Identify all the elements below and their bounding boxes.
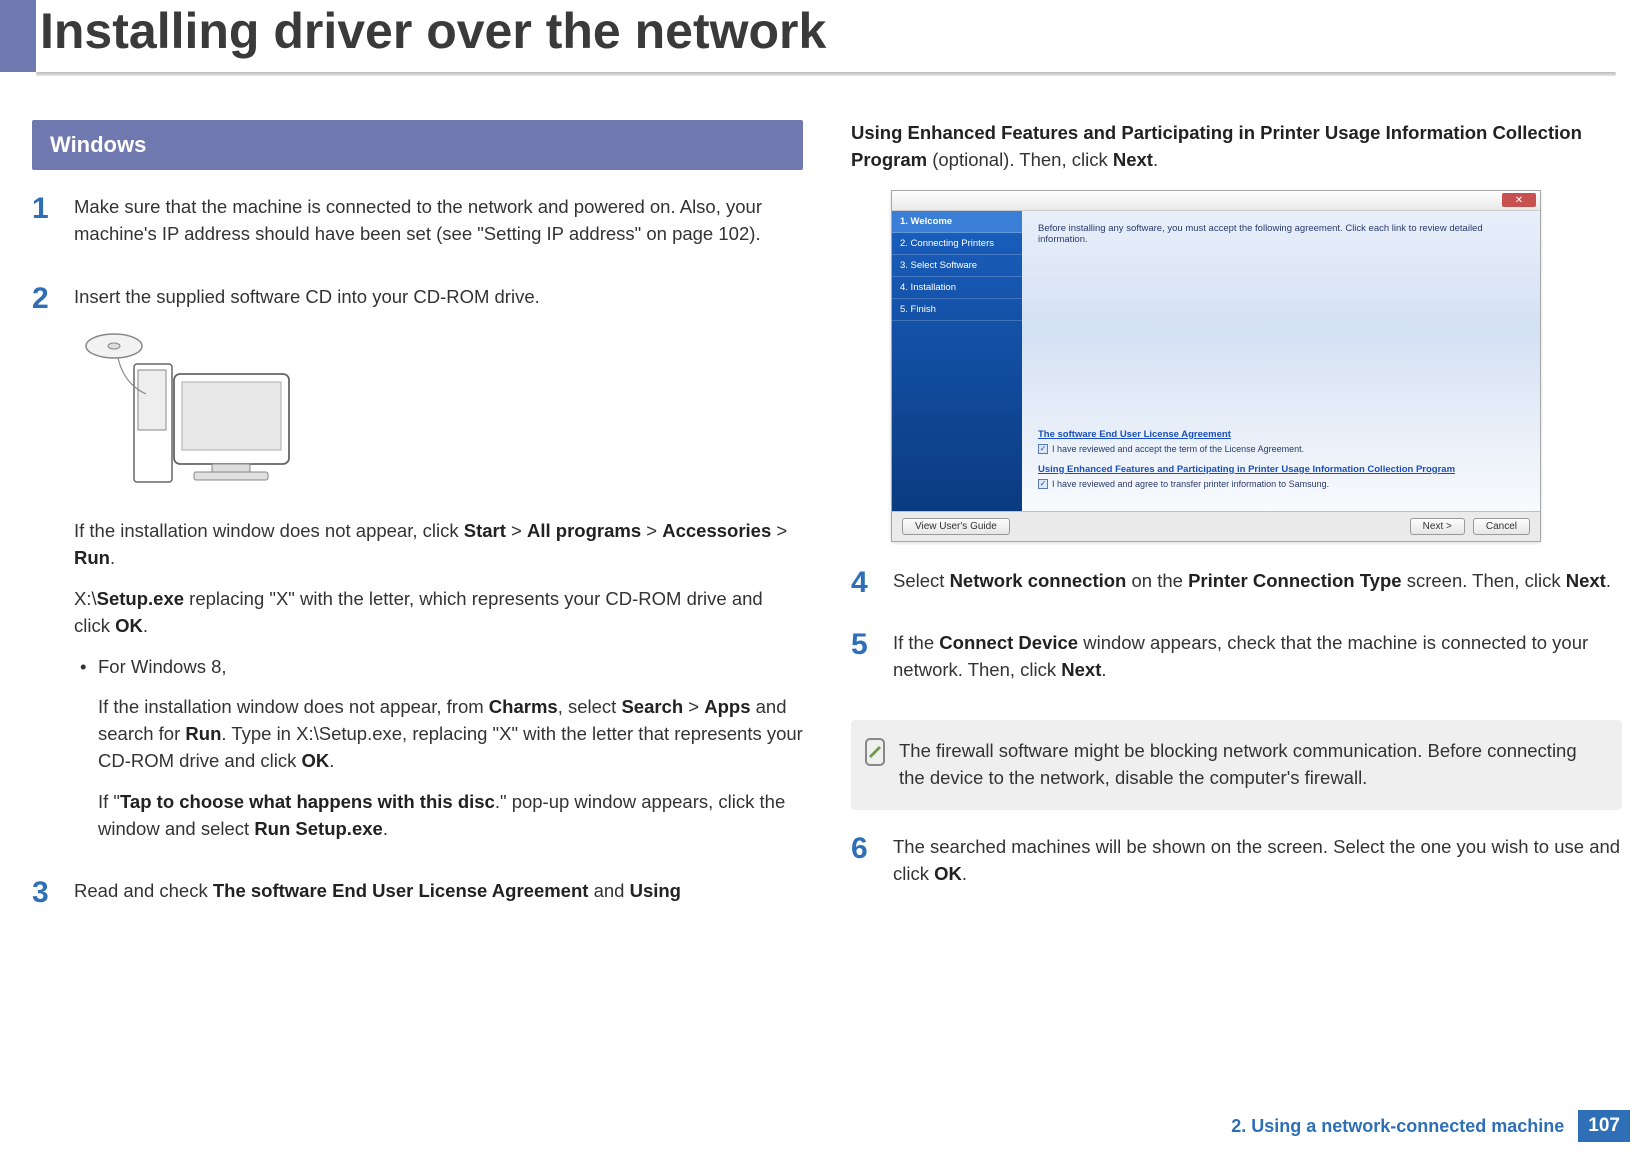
step-number: 1 (32, 194, 58, 262)
page-number: 107 (1578, 1110, 1630, 1142)
right-column: Using Enhanced Features and Participatin… (851, 120, 1622, 941)
view-guide-button: View User's Guide (902, 518, 1010, 535)
screenshot-titlebar: ✕ (892, 191, 1540, 211)
step3-continues-right: Using (630, 880, 681, 901)
close-icon: ✕ (1502, 193, 1536, 207)
bullet-item: • For Windows 8, If the installation win… (80, 654, 803, 857)
content-columns: Windows 1 Make sure that the machine is … (32, 120, 1622, 941)
eula-link: The software End User License Agreement (1038, 429, 1524, 440)
header-accent-bar (0, 0, 36, 72)
wizard-step-2: 2. Connecting Printers (892, 233, 1022, 255)
step-number: 6 (851, 834, 877, 902)
screenshot-intro: Before installing any software, you must… (1038, 223, 1524, 245)
step-number: 4 (851, 568, 877, 609)
step-body: Insert the supplied software CD into you… (74, 284, 803, 857)
screenshot-main: Before installing any software, you must… (1022, 211, 1540, 511)
step3-continuation: Using Enhanced Features and Participatin… (851, 120, 1622, 174)
step-number: 3 (32, 878, 58, 919)
screenshot-footer: View User's Guide Next > Cancel (892, 511, 1540, 541)
eula-checkbox: ✓I have reviewed and accept the term of … (1038, 444, 1524, 454)
installer-screenshot: ✕ 1. Welcome 2. Connecting Printers 3. S… (891, 190, 1541, 542)
note-box: The firewall software might be blocking … (851, 720, 1622, 810)
left-column: Windows 1 Make sure that the machine is … (32, 120, 803, 941)
bullet-body: For Windows 8, If the installation windo… (98, 654, 803, 857)
wizard-step-5: 5. Finish (892, 299, 1022, 321)
note-text: The firewall software might be blocking … (899, 738, 1604, 792)
step-number: 5 (851, 630, 877, 698)
note-icon (865, 738, 885, 766)
step-para: The searched machines will be shown on t… (893, 834, 1622, 888)
step-para: X:\Setup.exe replacing "X" with the lett… (74, 586, 803, 640)
usage-checkbox: ✓I have reviewed and agree to transfer p… (1038, 479, 1524, 489)
step-body: The searched machines will be shown on t… (893, 834, 1622, 902)
screenshot-body: 1. Welcome 2. Connecting Printers 3. Sel… (892, 211, 1540, 511)
page-footer: 2. Using a network-connected machine 107 (1231, 1110, 1630, 1142)
step-body: Make sure that the machine is connected … (74, 194, 803, 262)
step-number: 2 (32, 284, 58, 857)
step-para: Select Network connection on the Printer… (893, 568, 1622, 595)
next-button: Next > (1410, 518, 1465, 535)
wizard-step-4: 4. Installation (892, 277, 1022, 299)
bullet-label: For Windows 8, (98, 654, 803, 681)
footer-chapter: 2. Using a network-connected machine (1231, 1116, 1564, 1137)
screenshot-sidebar: 1. Welcome 2. Connecting Printers 3. Sel… (892, 211, 1022, 511)
title-underline (36, 72, 1616, 76)
bullet-dot: • (80, 654, 88, 857)
cancel-button: Cancel (1473, 518, 1530, 535)
section-heading-windows: Windows (32, 120, 803, 170)
step-body: If the Connect Device window appears, ch… (893, 630, 1622, 698)
step-3: 3 Read and check The software End User L… (32, 878, 803, 919)
cd-illustration (74, 324, 803, 502)
step-4: 4 Select Network connection on the Print… (851, 568, 1622, 609)
step-body: Select Network connection on the Printer… (893, 568, 1622, 609)
step-para: If the Connect Device window appears, ch… (893, 630, 1622, 684)
bullet-para: If "Tap to choose what happens with this… (98, 789, 803, 843)
page-title: Installing driver over the network (40, 2, 826, 60)
step-6: 6 The searched machines will be shown on… (851, 834, 1622, 902)
step-para: If the installation window does not appe… (74, 518, 803, 572)
step-1: 1 Make sure that the machine is connecte… (32, 194, 803, 262)
wizard-step-3: 3. Select Software (892, 255, 1022, 277)
bullet-para: If the installation window does not appe… (98, 694, 803, 774)
step-body: Read and check The software End User Lic… (74, 878, 803, 919)
step-lead: Insert the supplied software CD into you… (74, 284, 803, 311)
wizard-step-1: 1. Welcome (892, 211, 1022, 233)
usage-link: Using Enhanced Features and Participatin… (1038, 464, 1524, 475)
step-2: 2 Insert the supplied software CD into y… (32, 284, 803, 857)
step-text: Make sure that the machine is connected … (74, 194, 803, 248)
step-5: 5 If the Connect Device window appears, … (851, 630, 1622, 698)
step-para: Read and check The software End User Lic… (74, 878, 803, 905)
